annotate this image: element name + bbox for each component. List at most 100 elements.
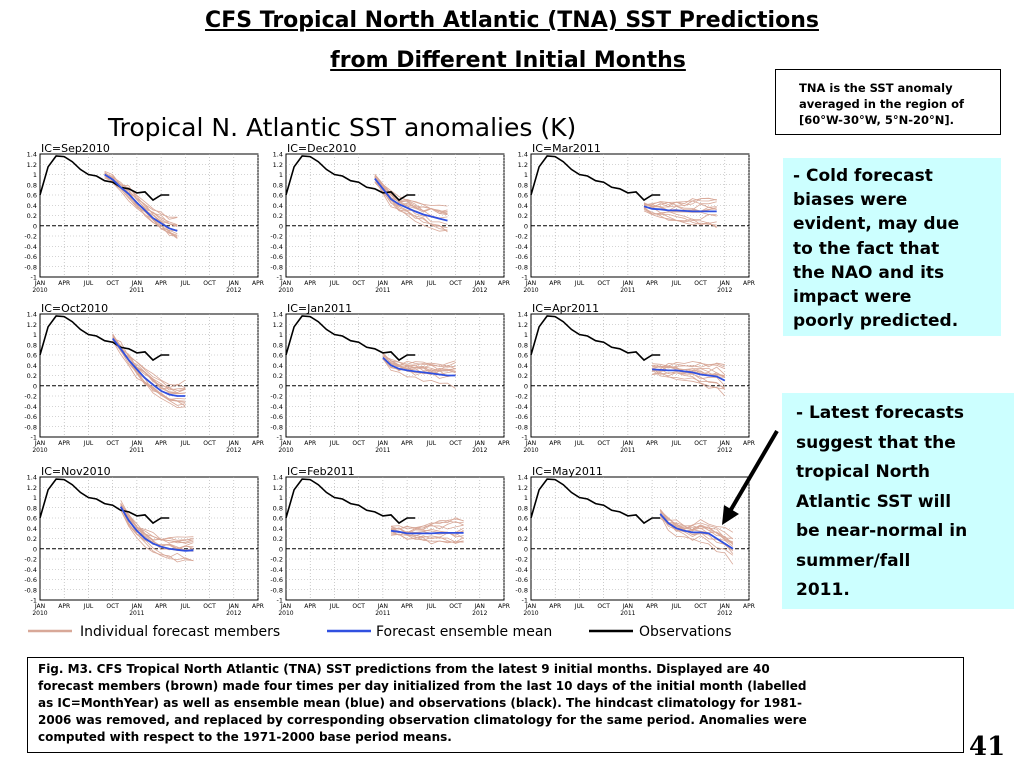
y-tick-label: 0: [524, 222, 528, 230]
y-tick-label: 0.8: [27, 504, 37, 512]
x-tick-label: JAN: [280, 280, 291, 287]
y-tick-label: 0: [33, 382, 37, 390]
y-tick-label: -0.6: [270, 253, 283, 261]
x-year-label: 2012: [226, 610, 241, 617]
note2-line: be near-normal in: [796, 521, 968, 541]
note-latest-forecast: - Latest forecasts suggest that the trop…: [782, 393, 1014, 609]
forecast-member-line: [374, 176, 448, 215]
observation-line: [39, 478, 170, 525]
y-tick-label: 1: [279, 494, 283, 502]
forecast-member-line: [652, 372, 725, 390]
ensemble-mean-line: [643, 205, 717, 213]
y-tick-label: 0.2: [518, 535, 528, 543]
y-tick-label: -0.6: [270, 413, 283, 421]
x-tick-label: JUL: [574, 603, 585, 610]
panel-ic-label: IC=Nov2010: [41, 465, 111, 478]
x-tick-label: OCT: [694, 440, 707, 447]
panel-nov2010: IC=Nov2010 1.4 1.2 1 0.8 0.6 0.4 0.2 0 -0.2 -0.4 -0…: [24, 465, 264, 617]
y-tick-label: 0.6: [518, 352, 528, 360]
x-year-label: 2012: [226, 447, 241, 454]
x-tick-label: JAN: [228, 603, 239, 610]
x-tick-label: JAN: [131, 603, 142, 610]
forecast-member-line: [659, 510, 734, 545]
note2-line: summer/fall: [796, 550, 911, 571]
x-tick-label: JUL: [574, 280, 585, 287]
panel-ic-label: IC=Jan2011: [287, 302, 352, 315]
forecast-member-line: [120, 509, 194, 561]
ensemble-mean-line: [390, 529, 464, 535]
y-tick-label: -0.6: [515, 253, 528, 261]
x-tick-label: OCT: [352, 440, 365, 447]
x-tick-label: APR: [155, 280, 167, 287]
figure-title: Tropical N. Atlantic SST anomalies (K): [107, 113, 576, 142]
forecast-member-line: [659, 515, 734, 565]
x-year-label: 2012: [472, 287, 487, 294]
y-tick-label: 0.4: [518, 202, 528, 210]
ensemble-mean-line: [652, 368, 726, 382]
x-tick-label: JUL: [671, 603, 682, 610]
x-year-label: 2012: [717, 447, 732, 454]
note2-line: tropical North: [796, 462, 930, 482]
tna-definition-box: TNA is the SST anomaly averaged in the r…: [775, 69, 1001, 135]
observation-line: [285, 478, 416, 525]
y-tick-label: -0.2: [515, 233, 528, 241]
x-tick-label: APR: [498, 280, 510, 287]
x-tick-label: APR: [252, 440, 264, 447]
y-tick-label: -1: [31, 597, 37, 605]
x-year-label: 2011: [620, 610, 635, 617]
panel-ic-label: IC=Feb2011: [287, 465, 355, 478]
y-tick-label: 0.8: [27, 181, 37, 189]
y-tick-label: -0.2: [24, 233, 37, 241]
x-tick-label: JUL: [671, 440, 682, 447]
caption-line: 2006 was removed, and replaced by corres…: [38, 713, 807, 727]
y-tick-label: -0.4: [24, 566, 37, 574]
y-tick-label: 1.2: [27, 321, 37, 329]
y-tick-label: -0.6: [24, 576, 37, 584]
x-tick-label: JUL: [180, 440, 191, 447]
x-tick-label: APR: [252, 280, 264, 287]
caption-line: computed with respect to the 1971-2000 b…: [38, 730, 452, 744]
forecast-member-line: [120, 500, 194, 541]
y-tick-label: 1.4: [273, 474, 283, 482]
y-tick-label: 1.4: [518, 151, 528, 159]
y-tick-label: -0.4: [270, 566, 283, 574]
x-tick-label: APR: [743, 440, 755, 447]
ensemble-mean-line: [659, 513, 734, 550]
y-tick-label: -0.8: [515, 423, 528, 431]
forecast-member-line: [659, 512, 734, 540]
y-tick-label: 1.4: [27, 474, 37, 482]
y-tick-label: -0.4: [270, 243, 283, 251]
y-tick-label: -0.6: [24, 253, 37, 261]
panel-jan2011: IC=Jan2011 1.4 1.2 1 0.8 0.6 0.4 0.2 0 -0.2 -0.4 -0…: [270, 302, 510, 454]
x-tick-label: JAN: [34, 603, 45, 610]
forecast-member-line: [104, 175, 178, 228]
y-tick-label: 1: [33, 171, 37, 179]
x-tick-label: JAN: [131, 280, 142, 287]
y-tick-label: 1: [279, 171, 283, 179]
x-tick-label: OCT: [449, 603, 462, 610]
y-tick-label: 1.4: [27, 311, 37, 319]
figure-caption: Fig. M3. CFS Tropical North Atlantic (TN…: [27, 657, 964, 753]
y-tick-label: 0.4: [273, 525, 283, 533]
x-tick-label: OCT: [203, 603, 216, 610]
y-tick-label: 0.6: [27, 515, 37, 523]
y-tick-label: 0.4: [27, 362, 37, 370]
x-tick-label: APR: [252, 603, 264, 610]
x-year-label: 2010: [32, 287, 47, 294]
x-year-label: 2011: [129, 447, 144, 454]
x-tick-label: JAN: [719, 440, 730, 447]
forecast-member-line: [390, 521, 464, 534]
forecast-member-line: [659, 515, 734, 552]
x-tick-label: APR: [549, 280, 561, 287]
note1-line: - Cold forecast: [793, 164, 997, 188]
y-tick-label: 0.6: [27, 352, 37, 360]
x-tick-label: JAN: [719, 280, 730, 287]
x-tick-label: OCT: [352, 280, 365, 287]
x-tick-label: APR: [646, 280, 658, 287]
y-tick-label: -0.6: [24, 413, 37, 421]
note2-line: Atlantic SST will: [796, 491, 952, 512]
y-tick-label: 1.4: [518, 311, 528, 319]
x-tick-label: OCT: [203, 280, 216, 287]
note1-line: poorly predicted.: [793, 311, 959, 332]
x-tick-label: APR: [743, 603, 755, 610]
